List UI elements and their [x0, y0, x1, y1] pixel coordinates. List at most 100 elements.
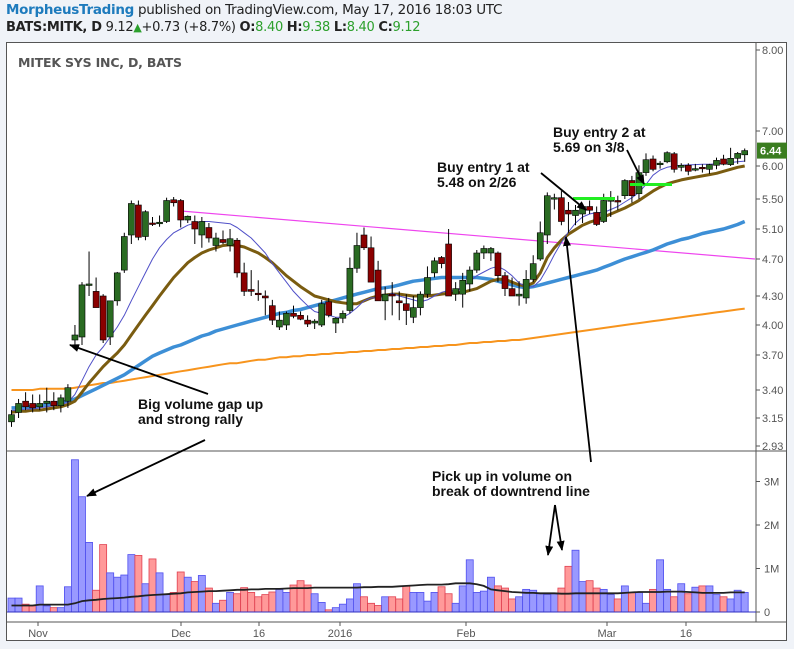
candle-down [395, 300, 403, 304]
volume-bar-up [35, 585, 44, 613]
volume-bar-up [451, 602, 460, 613]
volume-bar-down [684, 593, 693, 613]
candle-down [297, 315, 304, 320]
volume-bar-down [296, 580, 305, 613]
candle-down [170, 199, 177, 204]
volume-bar-down [374, 605, 383, 613]
volume-bar-up [642, 602, 650, 613]
annotation-buy-entry-2: Buy entry 2 at 5.69 on 3/8 [553, 124, 646, 155]
high-value: 9.38 [302, 20, 330, 35]
volume-bar-down [557, 587, 566, 613]
candle-up [529, 263, 537, 280]
candle-down [501, 275, 509, 289]
candle-down [219, 239, 227, 243]
candle-up [677, 165, 685, 168]
candle-down [304, 319, 311, 325]
time-tick-label: Dec [171, 628, 191, 640]
volume-bar-up [726, 598, 735, 613]
volume-bar-up [515, 596, 523, 613]
volume-bar-up [226, 592, 234, 613]
candle-up [706, 164, 713, 170]
candle-up [57, 397, 65, 406]
volume-bar-up [56, 607, 65, 613]
volume-bar-up [310, 593, 319, 613]
candle-up [621, 180, 629, 197]
candle-up [71, 334, 79, 341]
volume-bar-up [409, 592, 418, 613]
volume-bar-down [169, 592, 178, 613]
candle-down [240, 272, 248, 292]
arrow-buy-entry-2 [626, 149, 645, 185]
symbol: BATS:MITK, D [6, 20, 102, 35]
volume-bar-down [508, 598, 516, 613]
volume-bar-up [416, 592, 425, 613]
candle-down [614, 200, 622, 203]
candle-down [367, 247, 375, 283]
volume-bar-down [240, 587, 249, 613]
candle-up [741, 150, 749, 156]
last-price-badge [757, 142, 787, 159]
author-link[interactable]: MorpheusTrading [6, 2, 135, 18]
volume-bar-up [282, 592, 291, 613]
volume-bar-down [395, 598, 404, 613]
volume-tick-label: 0 [764, 607, 770, 619]
price-tick-label: 7.00 [762, 126, 783, 138]
price-tick-label: 3.70 [762, 350, 783, 362]
arrow-gap-up [69, 344, 209, 395]
volume-bar-down [254, 596, 263, 613]
candle-up [417, 293, 424, 308]
low-label: L: [333, 20, 347, 35]
volume-bar-up [571, 549, 580, 613]
price-tick-label: 6.00 [762, 161, 783, 173]
volume-bar-up [430, 592, 439, 613]
price-tick-label: 4.00 [762, 320, 783, 332]
candle-up [459, 279, 467, 295]
price-change: +0.73 (+8.7%) [141, 20, 236, 35]
candle-up [113, 272, 121, 302]
volume-bar-up [113, 576, 122, 613]
volume-bar-up [78, 496, 86, 613]
candle-up [283, 313, 290, 326]
candle-up [198, 221, 206, 236]
candle-down [325, 301, 333, 316]
candle-down [269, 305, 276, 321]
volume-bar-up [656, 559, 664, 613]
candle-up [431, 260, 438, 274]
candle-down [360, 234, 368, 249]
chart-frame[interactable] [6, 42, 787, 641]
volume-bar-down [28, 605, 37, 613]
candle-up [692, 168, 699, 171]
volume-bar-up [550, 593, 559, 613]
volume-bar-up [536, 593, 545, 613]
candle-up [522, 279, 530, 299]
candle-down [720, 158, 727, 165]
candle-up [184, 215, 192, 221]
volume-bar-up [578, 581, 587, 613]
candle-up [163, 200, 170, 222]
time-tick-label: 16 [253, 628, 265, 640]
volume-ma-line [11, 582, 745, 607]
candle-up [212, 237, 220, 246]
volume-bar-down [437, 586, 446, 613]
candle-up [142, 211, 149, 237]
volume-bar-down [261, 594, 270, 613]
candle-up [734, 153, 741, 159]
candle-down [177, 200, 184, 221]
volume-bar-down [247, 592, 256, 613]
candle-up [353, 245, 361, 269]
candle-up [85, 283, 93, 286]
close-value: 9.12 [392, 20, 421, 35]
volume-bar-up [423, 600, 432, 613]
publish-text: published on TradingView.com, May 17, 20… [134, 2, 503, 18]
open-label: O: [239, 20, 256, 35]
volume-bar-up [120, 574, 129, 613]
candle-down [402, 303, 410, 311]
volume-bar-up [606, 594, 615, 613]
volume-bar-up [458, 585, 467, 613]
candle-up [156, 221, 163, 225]
candle-down [438, 257, 445, 264]
candle-up [78, 284, 86, 338]
volume-bar-up [42, 605, 51, 613]
volume-bar-up [183, 576, 192, 613]
